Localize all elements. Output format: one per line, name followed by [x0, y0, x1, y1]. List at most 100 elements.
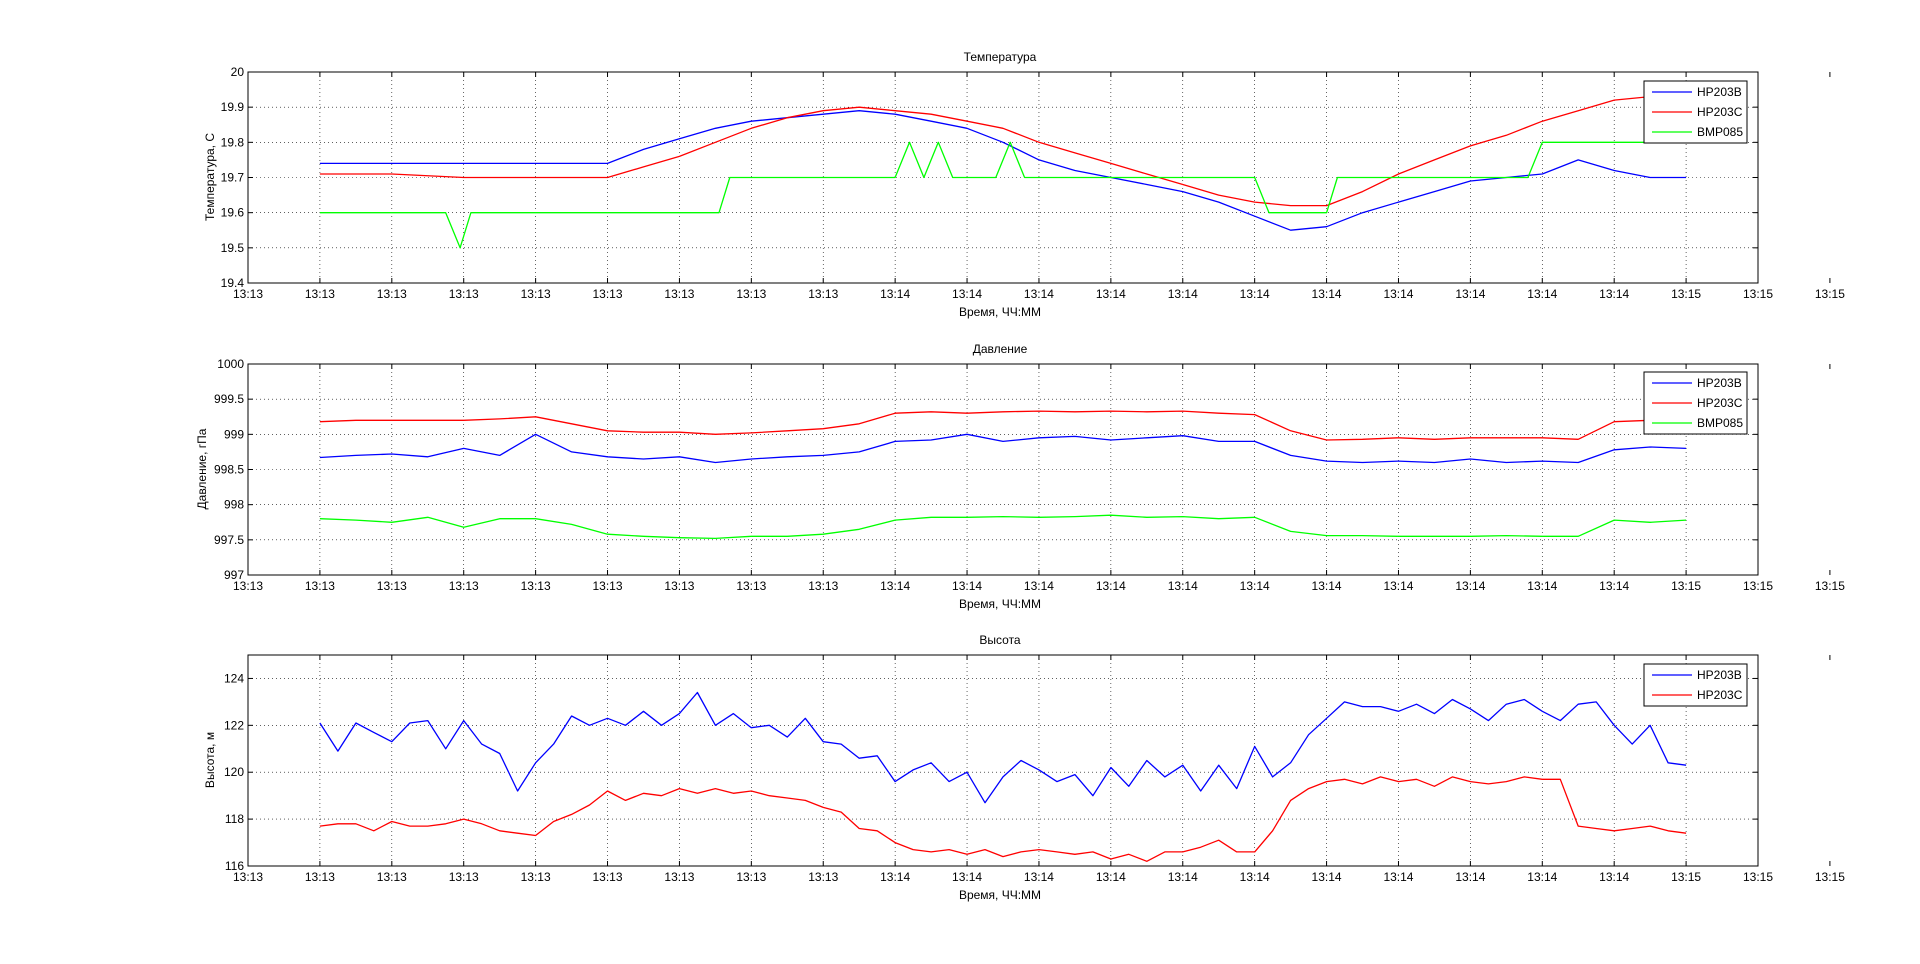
axes-background [248, 364, 1758, 575]
x-tick-label: 13:14 [1240, 870, 1270, 884]
series-line-bmp085 [319, 514, 1687, 540]
x-tick-label: 13:13 [377, 579, 407, 593]
x-tick-label: 13:13 [593, 287, 623, 301]
legend-label-hp203c: HP203C [1697, 396, 1743, 410]
x-tick-label: 13:14 [1240, 579, 1270, 593]
y-tick-label: 20 [231, 65, 245, 79]
legend: HP203B HP203C BMP085 [1643, 371, 1748, 435]
x-tick-label: 13:13 [449, 579, 479, 593]
series-line-hp203c [319, 410, 1687, 441]
x-axis-label: Время, ЧЧ:ММ [959, 888, 1041, 902]
x-tick-label: 13:14 [952, 870, 982, 884]
y-tick-label: 118 [225, 812, 244, 826]
y-tick-label: 19.8 [221, 135, 245, 149]
series-line-hp203b [319, 110, 1687, 231]
x-tick-label: 13:13 [664, 579, 694, 593]
x-tick-label: 13:14 [1455, 579, 1485, 593]
x-tick-label: 13:13 [808, 870, 838, 884]
chart-title: Температура [964, 50, 1037, 64]
x-tick-label: 13:14 [1096, 287, 1126, 301]
x-tick-label: 13:13 [305, 287, 335, 301]
x-tick-label: 13:14 [1455, 287, 1485, 301]
y-tick-label: 1000 [217, 357, 244, 371]
x-tick-label: 13:14 [1527, 870, 1557, 884]
y-tick-label: 999.5 [214, 392, 244, 406]
x-tick-label: 13:13 [233, 287, 263, 301]
x-tick-label: 13:14 [1096, 579, 1126, 593]
x-tick-label: 13:13 [305, 579, 335, 593]
x-tick-label: 13:13 [521, 870, 551, 884]
axes-background [248, 655, 1758, 866]
x-tick-label: 13:15 [1671, 287, 1701, 301]
x-tick-label: 13:13 [664, 287, 694, 301]
x-tick-label: 13:13 [593, 870, 623, 884]
x-tick-label: 13:14 [1024, 579, 1054, 593]
y-axis-label: Давление, гПа [195, 428, 209, 509]
y-axis-label: Температура, С [203, 133, 217, 221]
x-tick-label: 13:15 [1743, 870, 1773, 884]
x-tick-label: 13:13 [664, 870, 694, 884]
x-tick-label: 13:13 [736, 870, 766, 884]
series-line-hp203c [319, 95, 1687, 207]
legend-label-hp203b: HP203B [1697, 668, 1742, 682]
y-tick-label: 998.5 [214, 463, 244, 477]
x-tick-label: 13:13 [377, 870, 407, 884]
x-tick-label: 13:13 [808, 579, 838, 593]
x-tick-label: 13:13 [233, 870, 263, 884]
x-tick-label: 13:15 [1815, 579, 1845, 593]
y-tick-label: 122 [224, 718, 244, 732]
x-tick-label: 13:14 [1312, 287, 1342, 301]
legend-label-hp203b: HP203B [1697, 85, 1742, 99]
x-tick-label: 13:13 [736, 287, 766, 301]
legend: HP203B HP203C [1643, 663, 1748, 707]
x-tick-label: 13:14 [880, 870, 910, 884]
legend-label-hp203b: HP203B [1697, 376, 1742, 390]
x-tick-label: 13:13 [521, 579, 551, 593]
y-tick-label: 19.9 [221, 100, 245, 114]
y-tick-label: 19.7 [221, 171, 245, 185]
x-tick-label: 13:14 [1599, 870, 1629, 884]
x-tick-label: 13:14 [952, 579, 982, 593]
series-line-hp203b [319, 691, 1687, 804]
x-tick-label: 13:14 [880, 579, 910, 593]
x-tick-label: 13:14 [1312, 870, 1342, 884]
series-line-hp203b [319, 433, 1687, 464]
x-tick-label: 13:13 [305, 870, 335, 884]
x-axis-label: Время, ЧЧ:ММ [959, 305, 1041, 319]
y-tick-label: 999 [224, 427, 244, 441]
x-tick-label: 13:13 [377, 287, 407, 301]
x-tick-label: 13:13 [808, 287, 838, 301]
x-tick-label: 13:15 [1671, 579, 1701, 593]
y-tick-label: 124 [224, 671, 244, 685]
y-tick-label: 997 [224, 568, 244, 582]
x-tick-label: 13:14 [1383, 579, 1413, 593]
legend: HP203B HP203C BMP085 [1643, 80, 1748, 144]
x-tick-label: 13:13 [593, 579, 623, 593]
x-tick-label: 13:15 [1671, 870, 1701, 884]
legend-box [1643, 663, 1748, 707]
axes-frame [247, 363, 1759, 576]
y-tick-label: 998 [224, 498, 244, 512]
series-line-hp203c [319, 776, 1687, 862]
legend-label-hp203c: HP203C [1697, 688, 1743, 702]
y-axis-label: Высота, м [203, 732, 217, 788]
x-tick-label: 13:14 [1168, 870, 1198, 884]
y-tick-label: 116 [225, 859, 244, 873]
y-tick-label: 997.5 [214, 533, 244, 547]
x-tick-label: 13:13 [521, 287, 551, 301]
y-tick-label: 19.4 [221, 276, 245, 290]
x-tick-label: 13:14 [1312, 579, 1342, 593]
chart-title: Давление [973, 342, 1028, 356]
x-tick-label: 13:14 [1024, 870, 1054, 884]
legend-label-bmp085: BMP085 [1697, 125, 1743, 139]
x-tick-label: 13:13 [736, 579, 766, 593]
chart-title: Высота [979, 633, 1021, 647]
chart-temperature: Температура Время, ЧЧ:ММ Температура, С … [203, 50, 1845, 319]
x-tick-label: 13:15 [1815, 870, 1845, 884]
x-tick-label: 13:13 [233, 579, 263, 593]
x-tick-label: 13:13 [449, 287, 479, 301]
x-tick-label: 13:14 [1168, 579, 1198, 593]
x-tick-label: 13:14 [1599, 579, 1629, 593]
x-tick-label: 13:14 [1455, 870, 1485, 884]
